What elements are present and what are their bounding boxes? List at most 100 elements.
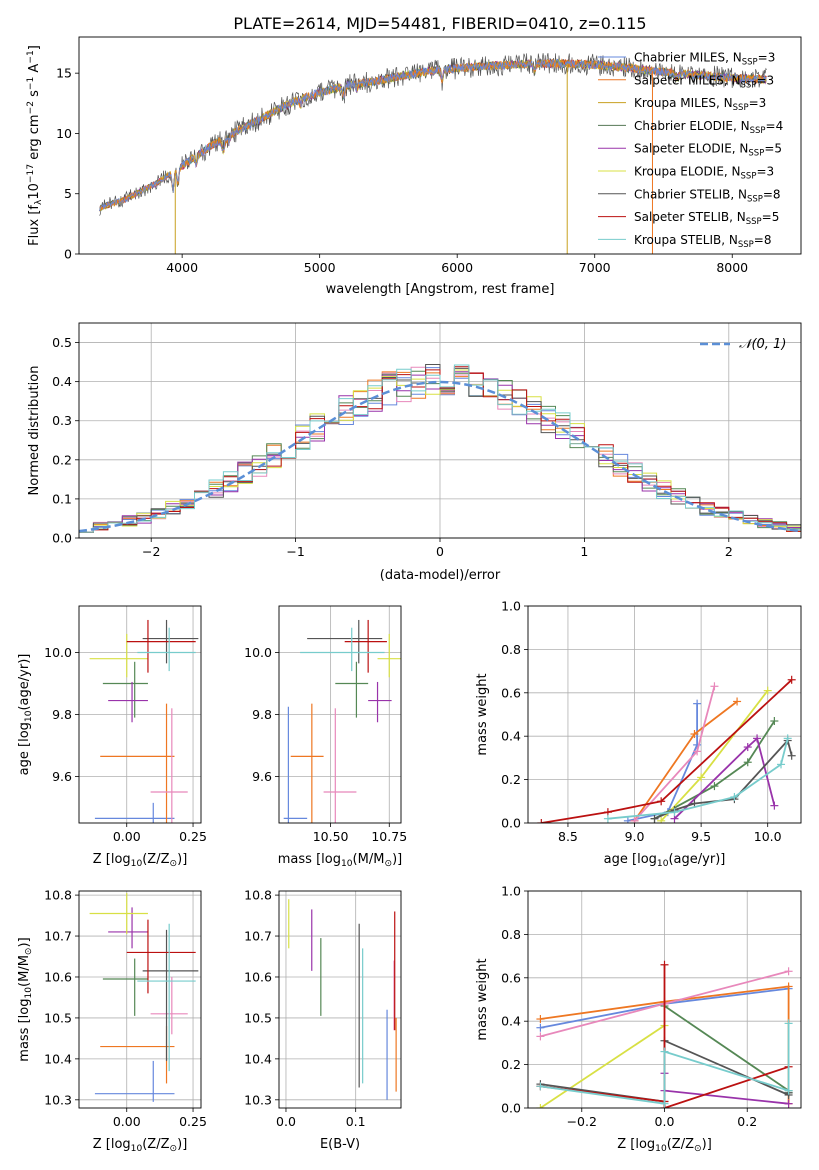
spectrum-line-0: [99, 58, 767, 212]
y-axis-label: age [log10(age/yr)]: [17, 654, 34, 776]
mass_vs_ebv-panel: 0.0 0.1 10.3 10.4 10.5 10.6 10.7 10.8 E(B-V): [244, 888, 402, 1152]
y-tick-label: 10.4: [44, 1051, 72, 1066]
axes-frame: [278, 890, 402, 1109]
y-tick-label: 9.6: [52, 769, 72, 784]
mass_vs_Z-panel: 0.00 0.25 10.3 10.4 10.5 10.6 10.7 10.8 Z [log10…: [17, 888, 207, 1154]
spectrum-line-6: [99, 53, 767, 216]
y-tick-label: 0: [64, 247, 72, 262]
y-tick-label: 9.8: [52, 707, 72, 722]
x-tick-label: 0.0: [276, 1114, 296, 1129]
weight_vs_age-panel: 8.5 9.0 9.5 10.0 0.0 0.2 0.4 0.6 0.8 1.0 age [log1…: [475, 599, 802, 869]
x-tick-label: 8.5: [558, 829, 578, 844]
y-tick-label: 10: [56, 126, 72, 141]
x-tick-label: 0.25: [179, 829, 207, 844]
weight_vs_Z-panel: −0.2 0.0 0.2 0.0 0.2 0.4 0.6 0.8 1.0 Z [log10(Z/Z…: [475, 884, 802, 1154]
x-tick-label: 4000: [166, 260, 198, 275]
x-tick-label: 9.5: [691, 829, 711, 844]
x-tick-label: 0.00: [113, 1114, 141, 1129]
spectrum-plot-area: [99, 53, 767, 254]
y-tick-label: 10.0: [244, 645, 272, 660]
x-tick-label: 0.2: [737, 1114, 757, 1129]
y-tick-label: 15: [56, 66, 72, 81]
y-tick-label: 0.0: [501, 816, 521, 831]
x-tick-label: −1: [286, 544, 304, 559]
x-tick-label: 10.0: [754, 829, 782, 844]
y-tick-label: 10.6: [44, 969, 72, 984]
age_vs_Z-panel: 0.00 0.25 9.6 9.8 10.0 Z [log10(Z/Z⊙)] age [lo…: [17, 605, 207, 869]
x-tick-label: −2: [142, 544, 160, 559]
weight_vs_age-plot-area: [537, 675, 796, 823]
y-tick-label: 0.6: [501, 970, 521, 985]
legend-label: Kroupa ELODIE, NSSP=3: [634, 165, 774, 182]
spectrum-line-1: [99, 58, 767, 212]
x-tick-label: 8000: [716, 260, 748, 275]
x-tick-label: 10.50: [313, 829, 349, 844]
x-axis-label: Z [log10(Z/Z⊙)]: [93, 1137, 188, 1154]
y-tick-label: 10.8: [244, 888, 272, 903]
x-tick-label: 0.00: [113, 829, 141, 844]
residuals-plot-area: [79, 364, 801, 538]
mass_vs_Z-plot-area: [89, 893, 199, 1102]
x-tick-label: 7000: [579, 260, 611, 275]
y-tick-label: 0.2: [501, 1057, 521, 1072]
x-tick-label: 0: [436, 544, 444, 559]
y-tick-label: 0.2: [501, 772, 521, 787]
y-tick-label: 10.7: [44, 929, 72, 944]
y-tick-label: 10.7: [244, 929, 272, 944]
residuals-panel: −2 −1 0 1 2 0.0 0.1 0.2 0.3 0.4 0.5 (data-model)/er…: [27, 322, 802, 583]
y-tick-label: 10.5: [244, 1010, 272, 1025]
y-tick-label: 0.8: [501, 642, 521, 657]
x-axis-label: wavelength [Angstrom, rest frame]: [326, 282, 555, 297]
y-axis-label: mass [log10(M/M⊙)]: [17, 937, 34, 1061]
y-tick-label: 0.2: [52, 452, 72, 467]
legend-label: Chabrier ELODIE, NSSP=4: [634, 119, 783, 136]
y-tick-label: 0.4: [52, 374, 72, 389]
weight-line: [654, 720, 776, 820]
x-axis-label: E(B-V): [320, 1137, 360, 1152]
weight-line: [633, 686, 716, 822]
legend-label: Salpeter ELODIE, NSSP=5: [634, 142, 782, 159]
y-tick-label: 0.1: [52, 491, 72, 506]
x-tick-label: 6000: [441, 260, 473, 275]
age_vs_mass-panel: 10.50 10.75 9.6 9.8 10.0 mass [log10(M/M⊙)]: [244, 605, 407, 869]
x-axis-label: mass [log10(M/M⊙)]: [278, 852, 402, 869]
histogram-kroupa_stelib: [79, 364, 801, 538]
x-tick-label: 0.0: [655, 1114, 675, 1129]
weight-line: [541, 679, 793, 823]
y-tick-label: 0.6: [501, 685, 521, 700]
y-tick-label: 9.6: [252, 769, 272, 784]
legend-label: Kroupa STELIB, NSSP=8: [634, 233, 772, 250]
y-axis-label: mass weight: [475, 958, 490, 1040]
x-tick-label: 0.25: [179, 1114, 207, 1129]
legend-label: Chabrier STELIB, NSSP=8: [634, 187, 781, 204]
y-tick-label: 0.5: [52, 335, 72, 350]
legend-label: Salpeter MILES, NSSP=3: [634, 73, 774, 90]
spectrum-panel: 4000 5000 6000 7000 8000 0 5 10 15 wavelength [An…: [26, 36, 802, 297]
y-tick-label: 0.0: [52, 531, 72, 546]
x-axis-label: Z [log10(Z/Z⊙)]: [93, 852, 188, 869]
x-tick-label: 10.75: [371, 829, 407, 844]
y-tick-label: 1.0: [501, 884, 521, 899]
x-tick-label: 5000: [304, 260, 336, 275]
y-tick-label: 10.5: [44, 1010, 72, 1025]
axes-frame: [527, 605, 802, 824]
y-tick-label: 1.0: [501, 599, 521, 614]
legend-label: 𝒩(0, 1): [739, 337, 786, 352]
x-tick-label: −0.2: [567, 1114, 597, 1129]
y-tick-label: 9.8: [252, 707, 272, 722]
weight-line: [539, 1024, 665, 1108]
x-tick-label: 1: [580, 544, 588, 559]
x-axis-label: age [log10(age/yr)]: [604, 852, 726, 869]
y-tick-label: 10.3: [44, 1092, 72, 1107]
y-axis-label: Normed distribution: [27, 366, 42, 496]
y-axis-label: mass weight: [475, 673, 490, 755]
y-tick-label: 10.6: [244, 969, 272, 984]
legend-label: Chabrier MILES, NSSP=3: [634, 51, 775, 68]
weight-line: [540, 964, 789, 1108]
y-tick-label: 0.4: [501, 729, 521, 744]
weight-line: [627, 703, 698, 822]
legend-label: Salpeter STELIB, NSSP=5: [634, 210, 779, 227]
legend-label: Kroupa MILES, NSSP=3: [634, 96, 766, 113]
